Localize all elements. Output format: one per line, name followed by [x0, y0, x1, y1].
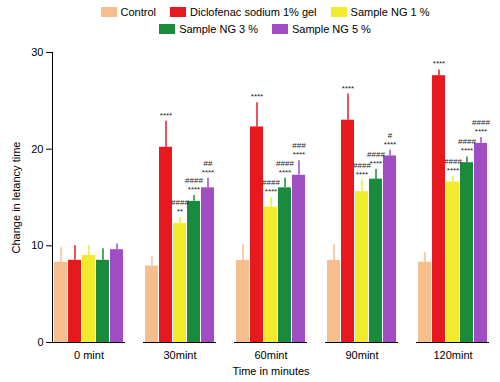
svg-text:****: ****	[461, 146, 473, 155]
svg-text:****: ****	[265, 187, 277, 196]
svg-text:****: ****	[160, 111, 172, 120]
svg-text:90mint: 90mint	[345, 349, 378, 361]
svg-text:****: ****	[433, 59, 445, 68]
svg-text:****: ****	[370, 159, 382, 168]
svg-text:****: ****	[202, 168, 214, 177]
svg-text:Change in letancy time: Change in letancy time	[10, 142, 22, 254]
svg-text:0 mint: 0 mint	[74, 349, 104, 361]
svg-text:60mint: 60mint	[254, 349, 287, 361]
svg-text:0: 0	[37, 336, 43, 348]
svg-text:####: ####	[367, 150, 385, 159]
svg-text:10: 10	[31, 239, 43, 251]
svg-text:####: ####	[472, 118, 490, 127]
svg-text:****: ****	[251, 92, 263, 101]
svg-text:####: ####	[262, 178, 280, 187]
svg-text:####: ####	[353, 161, 371, 170]
svg-text:****: ****	[342, 84, 354, 93]
html-text:Control: Control	[120, 5, 156, 18]
svg-text:****: ****	[188, 185, 200, 194]
svg-text:####: ####	[444, 157, 462, 166]
svg-text:****: ****	[384, 140, 396, 149]
html-text:Sample NG 3 %: Sample NG 3 %	[179, 22, 258, 35]
svg-text:#: #	[388, 131, 393, 140]
svg-text:####: ####	[171, 198, 189, 207]
html-text:Diclofenac sodium 1% gel: Diclofenac sodium 1% gel	[190, 5, 317, 18]
svg-text:****: ****	[447, 166, 459, 175]
svg-text:****: ****	[356, 170, 368, 179]
svg-text:30mint: 30mint	[163, 349, 196, 361]
svg-text:####: ####	[185, 176, 203, 185]
svg-text:30: 30	[31, 46, 43, 58]
svg-text:###: ###	[292, 141, 306, 150]
svg-text:****: ****	[279, 168, 291, 177]
html-text:Sample NG 1 %: Sample NG 1 %	[350, 5, 430, 18]
svg-text:**: **	[177, 207, 183, 216]
svg-text:****: ****	[293, 150, 305, 159]
svg-text:##: ##	[204, 159, 213, 168]
svg-text:****: ****	[475, 127, 487, 136]
svg-text:120mint: 120mint	[433, 349, 472, 361]
svg-text:20: 20	[31, 143, 43, 155]
html-text:Sample NG 5 %: Sample NG 5 %	[292, 22, 371, 35]
svg-text:####: ####	[276, 159, 294, 168]
svg-text:####: ####	[458, 137, 476, 146]
svg-text:Time in minutes: Time in minutes	[232, 365, 310, 377]
